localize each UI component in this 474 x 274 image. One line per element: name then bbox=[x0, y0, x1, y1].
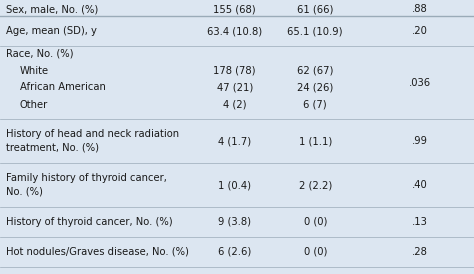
Text: .13: .13 bbox=[411, 217, 428, 227]
Text: Other: Other bbox=[20, 99, 48, 110]
Text: 1 (0.4): 1 (0.4) bbox=[218, 180, 251, 190]
Text: 1 (1.1): 1 (1.1) bbox=[299, 136, 332, 146]
Text: 0 (0): 0 (0) bbox=[303, 217, 327, 227]
Text: treatment, No. (%): treatment, No. (%) bbox=[6, 142, 99, 152]
Text: 155 (68): 155 (68) bbox=[213, 4, 256, 14]
Text: 63.4 (10.8): 63.4 (10.8) bbox=[207, 26, 262, 36]
Text: 178 (78): 178 (78) bbox=[213, 65, 256, 76]
Text: 0 (0): 0 (0) bbox=[303, 247, 327, 257]
Text: 6 (7): 6 (7) bbox=[303, 99, 327, 110]
Text: History of thyroid cancer, No. (%): History of thyroid cancer, No. (%) bbox=[6, 217, 173, 227]
Text: .99: .99 bbox=[411, 136, 428, 146]
Text: White: White bbox=[20, 65, 49, 76]
Text: Hot nodules/Graves disease, No. (%): Hot nodules/Graves disease, No. (%) bbox=[6, 247, 189, 257]
Text: 47 (21): 47 (21) bbox=[217, 82, 253, 93]
Text: No. (%): No. (%) bbox=[6, 186, 43, 196]
Text: 6 (2.6): 6 (2.6) bbox=[218, 247, 251, 257]
Text: 9 (3.8): 9 (3.8) bbox=[218, 217, 251, 227]
Text: Age, mean (SD), y: Age, mean (SD), y bbox=[6, 26, 97, 36]
Text: .20: .20 bbox=[411, 26, 428, 36]
Text: African American: African American bbox=[20, 82, 106, 93]
Text: .88: .88 bbox=[411, 4, 428, 14]
Text: History of head and neck radiation: History of head and neck radiation bbox=[6, 129, 179, 139]
Text: .28: .28 bbox=[411, 247, 428, 257]
Text: 4 (1.7): 4 (1.7) bbox=[218, 136, 251, 146]
Text: .40: .40 bbox=[411, 180, 428, 190]
Text: 4 (2): 4 (2) bbox=[223, 99, 246, 110]
Text: Sex, male, No. (%): Sex, male, No. (%) bbox=[6, 4, 98, 14]
Text: .036: .036 bbox=[409, 78, 430, 87]
Text: 62 (67): 62 (67) bbox=[297, 65, 333, 76]
Text: Family history of thyroid cancer,: Family history of thyroid cancer, bbox=[6, 173, 166, 183]
Text: 2 (2.2): 2 (2.2) bbox=[299, 180, 332, 190]
Text: Race, No. (%): Race, No. (%) bbox=[6, 49, 73, 59]
Text: 24 (26): 24 (26) bbox=[297, 82, 333, 93]
Text: 65.1 (10.9): 65.1 (10.9) bbox=[287, 26, 343, 36]
Text: 61 (66): 61 (66) bbox=[297, 4, 333, 14]
